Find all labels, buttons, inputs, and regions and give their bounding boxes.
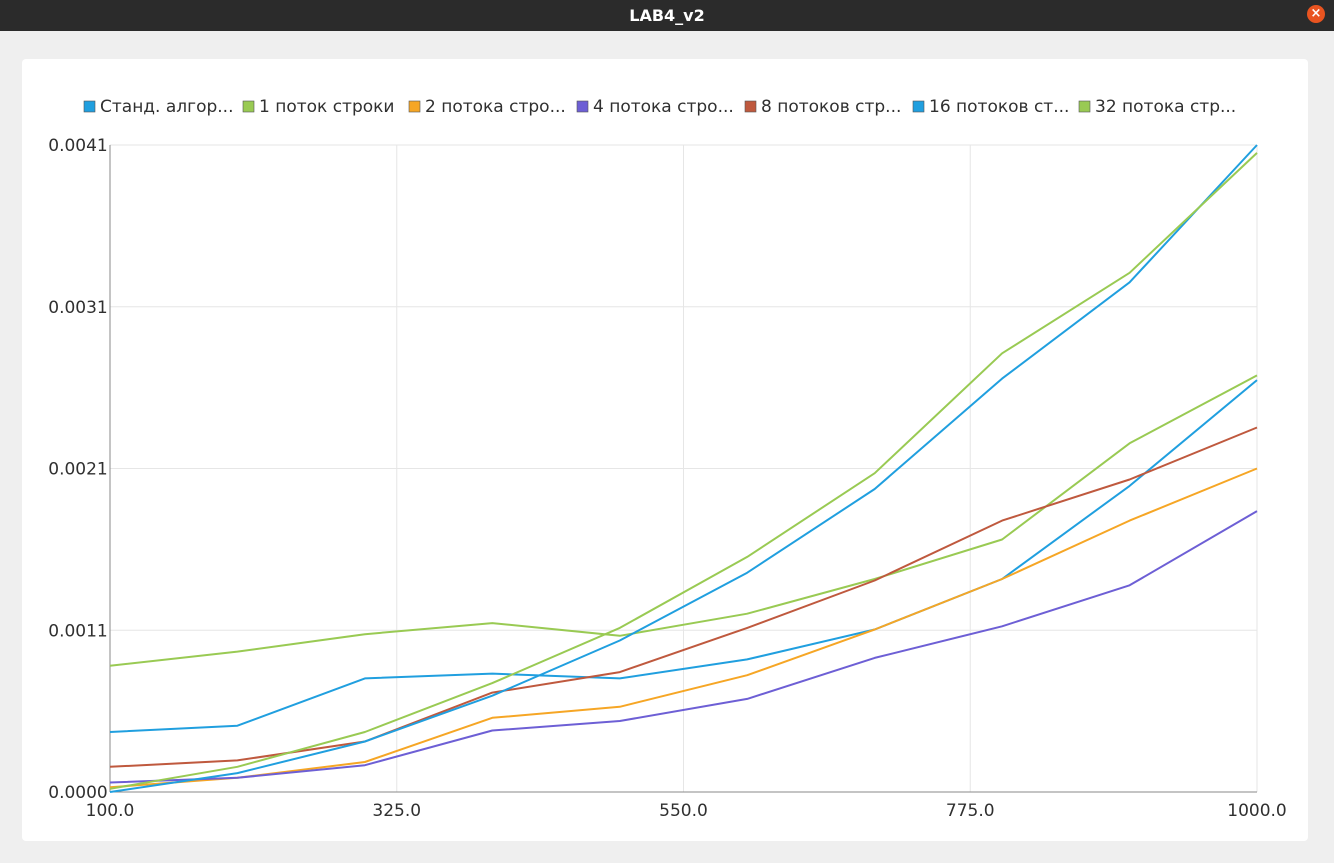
legend-item[interactable]: 8 потоков стр... <box>744 97 901 117</box>
legend-label: Станд. алгор... <box>100 97 234 117</box>
legend-item[interactable]: 32 потока стр... <box>1078 97 1236 117</box>
close-icon[interactable]: × <box>1307 5 1325 23</box>
legend-marker <box>912 100 925 113</box>
y-tick-label: 0.0041 <box>48 136 107 156</box>
series-line-5 <box>109 426 1258 768</box>
x-tick-label: 550.0 <box>659 801 708 821</box>
x-tick-label: 775.0 <box>946 801 995 821</box>
grid <box>110 144 1258 792</box>
legend-marker <box>744 100 757 113</box>
legend-label: 8 потоков стр... <box>761 97 901 117</box>
legend-marker <box>576 100 589 113</box>
legend-marker <box>1078 100 1091 113</box>
legend-label: 1 поток строки <box>259 97 394 117</box>
line-chart: 100.0 325.0 550.0 775.0 1000.0 0.0000 0.0011 0.… <box>48 97 1286 821</box>
series-line-1 <box>109 379 1258 733</box>
y-tick-label: 0.0021 <box>48 460 107 480</box>
series-line-6 <box>109 144 1258 793</box>
window-title: LAB4_v2 <box>629 6 705 25</box>
chart-panel: 100.0 325.0 550.0 775.0 1000.0 0.0000 0.0011 0.… <box>22 59 1308 841</box>
x-tick-label: 1000.0 <box>1227 801 1286 821</box>
series-lines <box>109 144 1258 793</box>
legend-label: 16 потоков ст... <box>929 97 1069 117</box>
legend-item[interactable]: 4 потока стро... <box>576 97 734 117</box>
series-line-4 <box>109 510 1258 784</box>
x-tick-label: 100.0 <box>86 801 135 821</box>
y-tick-label: 0.0031 <box>48 298 107 318</box>
y-tick-label: 0.0011 <box>48 621 107 641</box>
legend-item[interactable]: 16 потоков ст... <box>912 97 1069 117</box>
y-tick-label: 0.0000 <box>48 783 107 803</box>
legend-marker <box>83 100 96 113</box>
legend: Станд. алгор... 1 поток строки 2 потока ст… <box>83 97 1236 117</box>
legend-item[interactable]: Станд. алгор... <box>83 97 234 117</box>
legend-item[interactable]: 1 поток строки <box>242 97 394 117</box>
legend-item[interactable]: 2 потока стро... <box>408 97 566 117</box>
x-tick-label: 325.0 <box>372 801 421 821</box>
legend-marker <box>242 100 255 113</box>
series-line-2 <box>109 374 1258 667</box>
legend-label: 32 потока стр... <box>1095 97 1236 117</box>
axes: 100.0 325.0 550.0 775.0 1000.0 0.0000 0.0011 0.… <box>48 136 1286 821</box>
title-bar: LAB4_v2 × <box>0 0 1334 31</box>
legend-label: 4 потока стро... <box>593 97 734 117</box>
series-line-3 <box>109 467 1258 789</box>
series-line-7 <box>109 152 1258 790</box>
legend-marker <box>408 100 421 113</box>
legend-label: 2 потока стро... <box>425 97 566 117</box>
